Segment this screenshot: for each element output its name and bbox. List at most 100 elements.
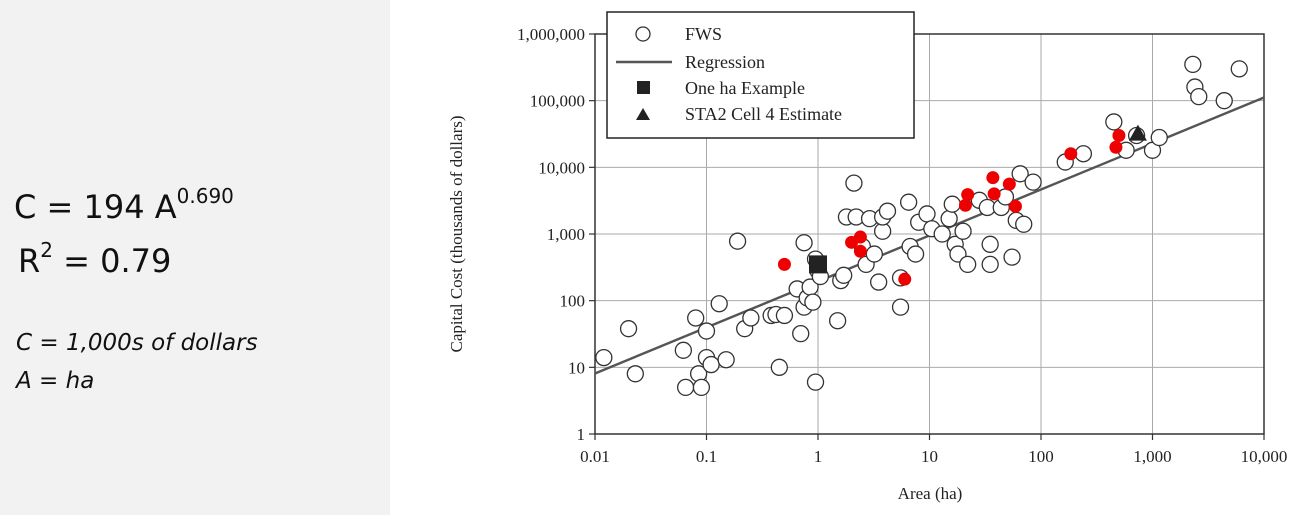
fws-point — [918, 205, 936, 223]
fws-point — [1015, 215, 1033, 233]
fws-point — [959, 255, 977, 274]
fws-point — [728, 232, 747, 250]
fws-point — [1230, 60, 1248, 78]
legend: FWS Regression One ha Example STA2 Cell … — [606, 11, 915, 139]
fws-point — [674, 341, 693, 359]
red-point — [1064, 147, 1078, 161]
red-point — [853, 244, 867, 258]
fws-point — [717, 351, 735, 369]
cost-units-note: C = 1,000s of dollars — [16, 330, 258, 356]
x-tick-label: 100 — [1028, 447, 1054, 466]
fws-point — [697, 322, 716, 340]
fws-point — [626, 365, 644, 383]
fws-point — [1003, 248, 1021, 266]
fws-point — [1190, 87, 1208, 106]
area-units-note: A = ha — [16, 368, 95, 394]
red-point — [1002, 177, 1016, 191]
regression-equation: C = 194 A0.690 — [14, 184, 234, 226]
fws-point — [943, 195, 961, 213]
fws-point — [891, 298, 910, 316]
fws-point — [619, 320, 638, 338]
y-tick-label: 10,000 — [538, 158, 585, 177]
legend-box — [606, 11, 915, 139]
fws-point — [1074, 145, 1093, 163]
fws-point — [1184, 55, 1202, 74]
fws-point — [933, 225, 951, 243]
red-point — [777, 257, 791, 271]
red-point — [958, 198, 972, 212]
y-axis-label: Capital Cost (thousands of dollars) — [447, 115, 466, 352]
fws-point — [702, 355, 720, 374]
fws-point — [710, 295, 728, 313]
fws-point — [981, 235, 999, 253]
fws-point — [870, 273, 888, 291]
fws-point — [845, 174, 863, 192]
r-squared-symbol: R — [18, 242, 41, 280]
red-point — [986, 171, 1000, 185]
axis-ticks: 0.01 0.1 1 10 100 1,000 10,000 1 10 100 1,000 10,00… — [517, 25, 1287, 466]
x-axis-label: Area (ha) — [898, 484, 963, 503]
fws-point — [687, 309, 705, 327]
fws-point — [795, 234, 813, 252]
fws-point — [981, 255, 999, 274]
sta2-estimate-point — [1128, 124, 1147, 141]
fws-point — [906, 245, 925, 263]
fws-point — [828, 312, 847, 330]
fws-point — [873, 222, 892, 240]
fws-point — [595, 348, 613, 367]
y-tick-label: 1,000,000 — [517, 25, 585, 44]
red-point — [1109, 140, 1123, 154]
x-tick-label: 10,000 — [1241, 447, 1288, 466]
red-point — [961, 188, 975, 202]
fws-point — [878, 202, 897, 220]
fws-point — [1024, 173, 1042, 191]
fws-point — [742, 309, 760, 327]
fws-point — [1011, 165, 1029, 183]
red-point — [1008, 199, 1022, 213]
y-tick-label: 1 — [577, 425, 586, 444]
red-point — [898, 272, 912, 286]
equation-exponent: 0.690 — [176, 184, 234, 208]
x-tick-label: 10 — [921, 447, 938, 466]
red-point — [987, 187, 1001, 201]
scatter-chart: 0.01 0.1 1 10 100 1,000 10,000 1 10 100 1,000 10,00… — [447, 11, 1287, 503]
fws-point — [1150, 128, 1168, 147]
fws-point — [804, 293, 822, 311]
data-points — [595, 55, 1248, 397]
r-squared-value: = 0.79 — [52, 242, 172, 280]
red-point — [1112, 129, 1126, 143]
equation-panel: C = 194 A0.690 R2 = 0.79 C = 1,000s of d… — [0, 0, 390, 515]
y-tick-label: 100 — [560, 292, 586, 311]
fws-point — [775, 306, 794, 325]
fws-point — [676, 378, 695, 397]
equation-base: C = 194 A — [14, 188, 177, 226]
x-tick-label: 0.01 — [580, 447, 610, 466]
r-squared-exponent: 2 — [40, 238, 53, 262]
x-tick-label: 1 — [814, 447, 823, 466]
fws-point — [1215, 92, 1233, 110]
y-tick-label: 100,000 — [530, 92, 585, 111]
y-tick-label: 1,000 — [547, 225, 585, 244]
legend-regression-label: Regression — [685, 52, 765, 72]
legend-fws-marker — [635, 26, 651, 42]
fws-point — [940, 209, 958, 228]
legend-square-marker — [637, 81, 650, 94]
legend-triangle-marker — [636, 108, 650, 120]
fws-point — [770, 358, 788, 376]
one-ha-example-point — [809, 255, 827, 274]
fws-point — [835, 266, 853, 284]
legend-one-ha-label: One ha Example — [685, 78, 805, 98]
fws-point — [692, 378, 711, 397]
r-squared: R2 = 0.79 — [18, 238, 172, 280]
fws-point — [954, 222, 972, 240]
fws-point — [806, 373, 825, 391]
y-tick-label: 10 — [568, 358, 585, 377]
red-point — [853, 230, 867, 244]
legend-fws-label: FWS — [685, 24, 722, 44]
fws-point — [792, 325, 810, 343]
x-tick-label: 1,000 — [1133, 447, 1171, 466]
legend-sta2-label: STA2 Cell 4 Estimate — [685, 104, 842, 124]
fws-point — [1105, 113, 1123, 131]
x-tick-label: 0.1 — [696, 447, 717, 466]
fws-point — [865, 245, 883, 263]
